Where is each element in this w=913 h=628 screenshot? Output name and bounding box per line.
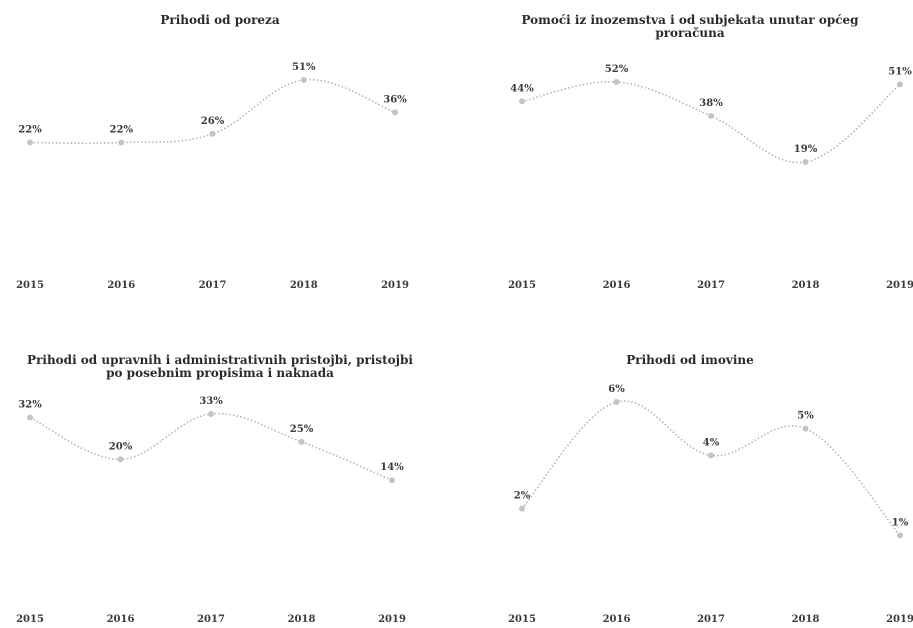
x-tick-label: 2016 [603, 280, 631, 291]
data-point [802, 425, 809, 432]
data-label: 32% [18, 399, 42, 410]
series-line [521, 81, 901, 164]
data-point [27, 414, 33, 421]
x-tick-label: 2016 [107, 280, 135, 291]
data-point [802, 158, 809, 165]
x-tick-label: 2019 [381, 280, 409, 291]
x-tick-label: 2017 [697, 280, 725, 291]
x-tick-label: 2016 [107, 614, 135, 625]
chart-title: Pomoći iz inozemstva i od subjekata unut… [521, 13, 859, 40]
x-tick-label: 2019 [886, 280, 913, 291]
data-label: 51% [888, 66, 912, 77]
data-label: 5% [797, 411, 814, 422]
chart-panel-pristojbe: Prihodi od upravnih i administrativnih p… [0, 314, 440, 626]
data-label: 22% [18, 125, 42, 136]
data-label: 22% [110, 125, 134, 136]
data-point [519, 505, 525, 512]
data-label: 52% [605, 64, 629, 75]
data-label: 51% [292, 62, 316, 73]
x-tick-label: 2018 [290, 280, 318, 291]
data-label: 36% [383, 94, 407, 105]
chart-panel-porez: Prihodi od poreza 22% 2015 22% 2016 26% 2017 5… [0, 0, 440, 300]
data-label: 38% [699, 98, 723, 109]
x-tick-label: 2019 [378, 614, 406, 625]
chart-title: Prihodi od poreza [160, 13, 280, 27]
data-label: 4% [703, 437, 720, 448]
x-tick-label: 2015 [16, 614, 44, 625]
chart-panel-pomoci: Pomoći iz inozemstva i od subjekata unut… [470, 0, 913, 300]
line-chart: 22% 2015 22% 2016 26% 2017 51% 2018 36% 2019 [16, 62, 409, 291]
x-tick-label: 2015 [16, 280, 44, 291]
data-point [613, 399, 620, 405]
data-point [613, 79, 620, 85]
x-tick-label: 2018 [792, 280, 820, 291]
x-tick-label: 2017 [197, 614, 225, 625]
data-point [117, 456, 124, 463]
data-point [300, 77, 307, 83]
series-line [29, 78, 396, 145]
x-tick-label: 2017 [199, 280, 227, 291]
x-tick-label: 2018 [792, 614, 820, 625]
data-point [392, 109, 398, 116]
x-tick-label: 2015 [508, 280, 536, 291]
data-label: 20% [109, 441, 133, 452]
data-point [519, 98, 525, 105]
data-label: 26% [201, 116, 225, 127]
data-label: 44% [510, 83, 534, 94]
series-line [521, 400, 901, 536]
series-line [29, 412, 393, 481]
x-tick-label: 2018 [288, 614, 316, 625]
data-point [708, 452, 714, 459]
data-label: 25% [290, 424, 314, 435]
data-point [897, 532, 903, 539]
data-label: 1% [892, 517, 909, 528]
line-chart: 2% 2015 6% 2016 4% 2017 5% 2018 1% 2019 [508, 384, 913, 625]
chart-title: Prihodi od upravnih i administrativnih p… [27, 353, 413, 380]
data-point [897, 81, 903, 88]
data-point [27, 139, 33, 146]
line-chart: 32% 2015 20% 2016 33% 2017 25% 2018 14% 2019 [16, 396, 406, 625]
data-label: 2% [514, 491, 531, 502]
data-point [708, 112, 714, 119]
chart-panel-imovina: Prihodi od imovine 2% 2015 6% 2016 4% 2017 5% 2… [470, 314, 913, 626]
x-tick-label: 2015 [508, 614, 536, 625]
x-tick-label: 2019 [886, 614, 913, 625]
data-label: 19% [794, 144, 818, 155]
line-chart: 44% 2015 52% 2016 38% 2017 19% 2018 51% 2019 [508, 64, 913, 291]
data-label: 33% [199, 396, 223, 407]
data-point [208, 411, 214, 417]
data-label: 6% [608, 384, 625, 395]
chart-title: Prihodi od imovine [626, 353, 754, 367]
x-tick-label: 2017 [697, 614, 725, 625]
data-label: 14% [380, 462, 404, 473]
data-point [298, 438, 305, 445]
data-point [118, 139, 125, 146]
data-point [389, 477, 395, 484]
x-tick-label: 2016 [603, 614, 631, 625]
data-point [209, 130, 216, 137]
